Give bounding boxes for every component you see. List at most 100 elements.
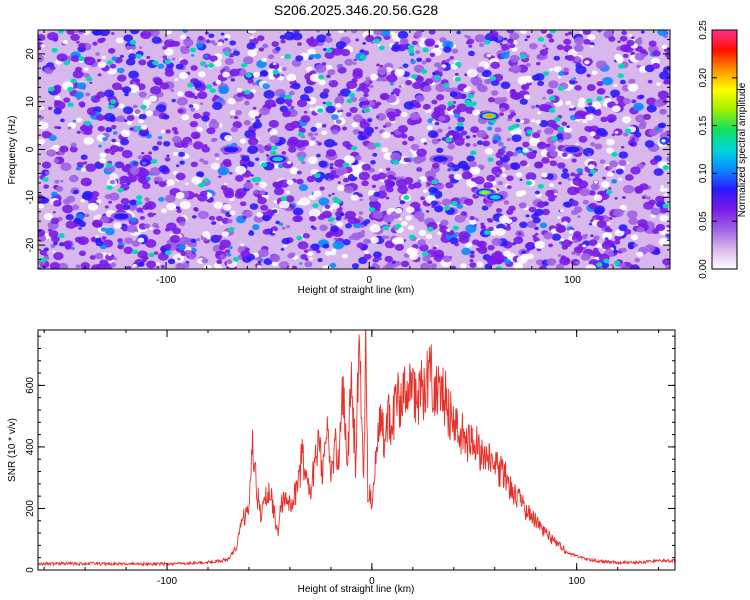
heatmap-cell [588, 202, 598, 210]
heatmap-cell [553, 55, 561, 61]
heatmap-cell [536, 129, 542, 134]
heatmap-cell [351, 122, 359, 128]
heatmap-cell [448, 174, 456, 180]
heatmap-cell [382, 125, 387, 128]
heatmap-cell [548, 183, 555, 188]
heatmap-cell [233, 115, 239, 120]
heatmap-cell [428, 30, 436, 35]
heatmap-cell [265, 154, 270, 157]
heatmap-cell [626, 39, 635, 47]
heatmap-cell [180, 142, 189, 149]
heatmap-cell [183, 38, 194, 47]
heatmap-cell [521, 85, 527, 90]
heatmap-cell [197, 71, 206, 78]
heatmap-cell [193, 78, 200, 84]
heatmap-cell [555, 263, 565, 269]
heatmap-cell [318, 109, 322, 112]
heatmap-cell [224, 58, 234, 66]
heatmap-cell [577, 101, 586, 108]
heatmap-cell [555, 118, 560, 121]
heatmap-cell [385, 167, 391, 172]
heatmap-cell [162, 55, 167, 59]
heatmap-cell [560, 238, 565, 242]
heatmap-cell [301, 160, 306, 165]
heatmap-cell [426, 125, 433, 131]
heatmap-cell [519, 160, 528, 167]
heatmap-cell [531, 74, 540, 81]
heatmap-cell [299, 157, 303, 161]
heatmap-cell [250, 174, 254, 177]
heatmap-cell [381, 235, 387, 240]
heatmap-cell [534, 190, 541, 195]
heatmap-cell [76, 82, 87, 90]
heatmap-cell [318, 160, 328, 168]
heatmap-cell [208, 33, 215, 39]
heatmap-cell [313, 190, 322, 197]
heatmap-cell [325, 105, 336, 114]
colorbar-tick-label: 0.15 [698, 115, 709, 135]
heatmap-cell [87, 202, 99, 211]
heatmap-cell [70, 142, 77, 148]
heatmap-cell [261, 57, 267, 63]
heatmap-cell [191, 48, 195, 52]
heatmap-cell [310, 243, 320, 251]
heatmap-cell [146, 55, 151, 59]
heatmap-cell [175, 164, 180, 168]
heatmap-cell [221, 231, 229, 237]
heatmap-cell [369, 73, 379, 81]
heatmap-cell [281, 226, 286, 230]
heatmap-cell [460, 130, 468, 136]
heatmap-cell [641, 196, 646, 199]
heatmap-cell [572, 177, 584, 186]
heatmap-cell [190, 65, 198, 71]
heatmap-cell [332, 240, 345, 250]
heatmap-cell [421, 60, 427, 65]
heatmap-cell [552, 137, 557, 140]
heatmap-cell [292, 215, 301, 223]
heatmap-cell [145, 239, 157, 248]
heatmap-cell [513, 236, 524, 244]
heatmap-peak [484, 192, 507, 202]
heatmap-cell [497, 148, 506, 155]
heatmap-cell [531, 213, 539, 220]
heatmap-cell [136, 55, 141, 58]
heatmap-cell [655, 223, 666, 232]
heatmap-cell [631, 99, 637, 104]
heatmap-cell [469, 215, 475, 221]
heatmap-cell [56, 53, 68, 62]
heatmap-cell [136, 127, 140, 130]
heatmap-cell [549, 150, 559, 157]
heatmap-cell [82, 161, 88, 165]
heatmap-cell [257, 248, 269, 258]
heatmap-cell [253, 178, 257, 182]
heatmap-cell [410, 59, 416, 65]
heatmap-cell [590, 44, 594, 48]
heatmap-cell [526, 249, 531, 252]
heatmap-cell [422, 70, 426, 73]
heatmap-cell [386, 74, 398, 83]
heatmap-cell [612, 153, 617, 156]
heatmap-cell [76, 40, 80, 44]
heatmap-cell [350, 194, 359, 201]
heatmap-cell [550, 122, 558, 129]
heatmap-cell [172, 151, 179, 156]
heatmap-cell [95, 237, 102, 243]
heatmap-cell [349, 106, 358, 114]
heatmap-cell [354, 155, 362, 161]
heatmap-cell [506, 224, 511, 228]
heatmap-cell [193, 95, 199, 100]
heatmap-cell [131, 240, 141, 247]
heatmap-cell [355, 38, 360, 42]
heatmap-cell [327, 49, 331, 52]
heatmap-cell [63, 97, 71, 103]
heatmap-cell [148, 151, 153, 155]
heatmap-cell [256, 59, 267, 69]
heatmap-cell [243, 56, 254, 65]
heatmap-cell [564, 33, 569, 36]
heatmap-cell [573, 231, 582, 238]
heatmap-cell [260, 70, 269, 77]
heatmap-cell [435, 94, 445, 101]
heatmap-cell [525, 62, 531, 67]
heatmap-cell [247, 74, 251, 77]
heatmap-cell [175, 63, 184, 70]
